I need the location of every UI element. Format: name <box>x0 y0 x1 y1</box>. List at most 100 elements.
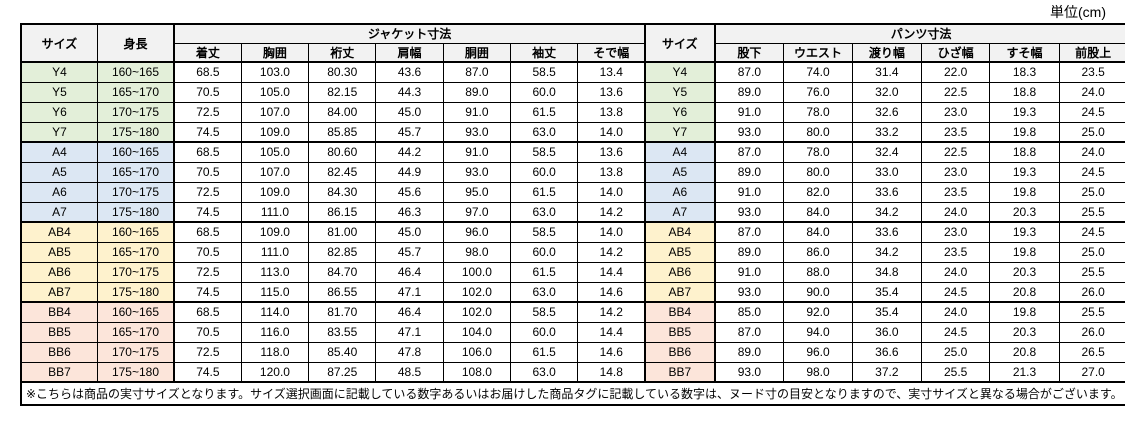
unit-label: 単位(cm) <box>1050 4 1106 20</box>
size-cell: BB4 <box>20 301 98 323</box>
jacket-value-cell: 84.30 <box>308 181 377 203</box>
size-cell: A7 <box>20 201 98 223</box>
pants-value-cell: 24.5 <box>1058 101 1125 123</box>
pants-value-cell: 93.0 <box>713 201 785 223</box>
pants-value-cell: 23.5 <box>921 241 991 263</box>
jacket-value-cell: 114.0 <box>240 301 310 323</box>
pants-value-cell: 93.0 <box>713 281 785 303</box>
pants-value-cell: 24.0 <box>921 301 991 323</box>
size-cell: A5 <box>644 161 716 183</box>
size-table-body: Y4 160~165 68.5 103.0 80.30 43.6 87.0 58.5 13.4 Y… <box>20 61 1125 383</box>
pants-value-cell: 89.0 <box>713 81 785 103</box>
pants-value-cell: 85.0 <box>713 301 785 323</box>
height-cell: 160~165 <box>96 141 175 163</box>
pants-value-cell: 26.0 <box>1058 281 1125 303</box>
jacket-value-cell: 14.0 <box>577 181 646 203</box>
jacket-value-cell: 74.5 <box>172 361 242 383</box>
size-cell: Y6 <box>20 101 98 123</box>
pants-value-cell: 33.6 <box>851 181 923 203</box>
table-row: Y7 175~180 74.5 109.0 85.85 45.7 93.0 63.0 14.0 Y… <box>20 121 1125 143</box>
header-jacket-col: 着丈 <box>172 42 242 63</box>
size-cell: Y5 <box>20 81 98 103</box>
height-cell: 160~165 <box>96 221 175 243</box>
pants-value-cell: 18.8 <box>989 81 1060 103</box>
jacket-value-cell: 98.0 <box>442 241 512 263</box>
table-row: Y5 165~170 70.5 105.0 82.15 44.3 89.0 60.0 13.6 Y… <box>20 81 1125 103</box>
jacket-value-cell: 58.5 <box>510 301 579 323</box>
pants-value-cell: 19.8 <box>989 181 1060 203</box>
jacket-value-cell: 116.0 <box>240 321 310 343</box>
pants-value-cell: 32.6 <box>851 101 923 123</box>
jacket-value-cell: 60.0 <box>510 161 579 183</box>
jacket-value-cell: 45.6 <box>375 181 444 203</box>
pants-value-cell: 82.0 <box>783 181 853 203</box>
jacket-value-cell: 45.0 <box>375 101 444 123</box>
table-row: Y4 160~165 68.5 103.0 80.30 43.6 87.0 58.5 13.4 Y… <box>20 61 1125 83</box>
pants-value-cell: 88.0 <box>783 261 853 283</box>
jacket-value-cell: 109.0 <box>240 221 310 243</box>
jacket-value-cell: 63.0 <box>510 201 579 223</box>
pants-value-cell: 91.0 <box>713 181 785 203</box>
jacket-value-cell: 14.4 <box>577 321 646 343</box>
jacket-value-cell: 13.8 <box>577 161 646 183</box>
jacket-value-cell: 47.1 <box>375 321 444 343</box>
pants-value-cell: 78.0 <box>783 101 853 123</box>
pants-value-cell: 87.0 <box>713 61 785 83</box>
pants-value-cell: 86.0 <box>783 241 853 263</box>
size-cell: Y7 <box>20 121 98 143</box>
pants-value-cell: 89.0 <box>713 241 785 263</box>
jacket-value-cell: 72.5 <box>172 341 242 363</box>
jacket-value-cell: 105.0 <box>240 141 310 163</box>
jacket-value-cell: 44.2 <box>375 141 444 163</box>
jacket-value-cell: 80.60 <box>308 141 377 163</box>
pants-value-cell: 25.5 <box>1058 301 1125 323</box>
jacket-value-cell: 14.0 <box>577 221 646 243</box>
jacket-value-cell: 45.0 <box>375 221 444 243</box>
pants-value-cell: 84.0 <box>783 201 853 223</box>
jacket-value-cell: 60.0 <box>510 241 579 263</box>
pants-value-cell: 87.0 <box>713 221 785 243</box>
jacket-value-cell: 14.0 <box>577 121 646 143</box>
size-cell: A6 <box>644 181 716 203</box>
header-height: 身長 <box>96 23 175 63</box>
table-row: AB5 165~170 70.5 111.0 82.85 45.7 98.0 60.0 14.2… <box>20 241 1125 263</box>
pants-value-cell: 25.5 <box>1058 201 1125 223</box>
pants-value-cell: 19.8 <box>989 121 1060 143</box>
pants-value-cell: 23.5 <box>921 121 991 143</box>
pants-value-cell: 25.0 <box>1058 181 1125 203</box>
table-row: AB4 160~165 68.5 109.0 81.00 45.0 96.0 58.5 14.0… <box>20 221 1125 243</box>
jacket-value-cell: 70.5 <box>172 161 242 183</box>
jacket-value-cell: 45.7 <box>375 121 444 143</box>
pants-value-cell: 34.8 <box>851 261 923 283</box>
jacket-value-cell: 47.8 <box>375 341 444 363</box>
jacket-value-cell: 46.4 <box>375 301 444 323</box>
jacket-value-cell: 102.0 <box>442 301 512 323</box>
header-pants-col: 前股上 <box>1058 42 1125 63</box>
pants-value-cell: 24.0 <box>921 201 991 223</box>
header-pants-col: すそ幅 <box>989 42 1060 63</box>
jacket-value-cell: 86.55 <box>308 281 377 303</box>
jacket-value-cell: 47.1 <box>375 281 444 303</box>
size-cell: AB5 <box>20 241 98 263</box>
jacket-value-cell: 85.40 <box>308 341 377 363</box>
pants-value-cell: 22.5 <box>921 81 991 103</box>
height-cell: 165~170 <box>96 321 175 343</box>
size-cell: BB4 <box>644 301 716 323</box>
size-cell: BB5 <box>644 321 716 343</box>
header-jacket-col: 肩幅 <box>375 42 444 63</box>
pants-value-cell: 25.0 <box>1058 241 1125 263</box>
size-cell: AB7 <box>20 281 98 303</box>
header-jacket-col: 裄丈 <box>308 42 377 63</box>
height-cell: 175~180 <box>96 201 175 223</box>
height-cell: 170~175 <box>96 341 175 363</box>
footnote-row: ※こちらは商品の実寸サイズとなります。サイズ選択画面に記載している数字あるいはお… <box>20 381 1125 406</box>
table-row: AB6 170~175 72.5 113.0 84.70 46.4 100.0 61.5 14.… <box>20 261 1125 283</box>
pants-value-cell: 24.5 <box>1058 221 1125 243</box>
header-pants-group: パンツ寸法 <box>713 23 1125 44</box>
jacket-value-cell: 118.0 <box>240 341 310 363</box>
pants-value-cell: 24.0 <box>1058 81 1125 103</box>
pants-value-cell: 35.4 <box>851 281 923 303</box>
pants-value-cell: 78.0 <box>783 141 853 163</box>
jacket-value-cell: 109.0 <box>240 181 310 203</box>
